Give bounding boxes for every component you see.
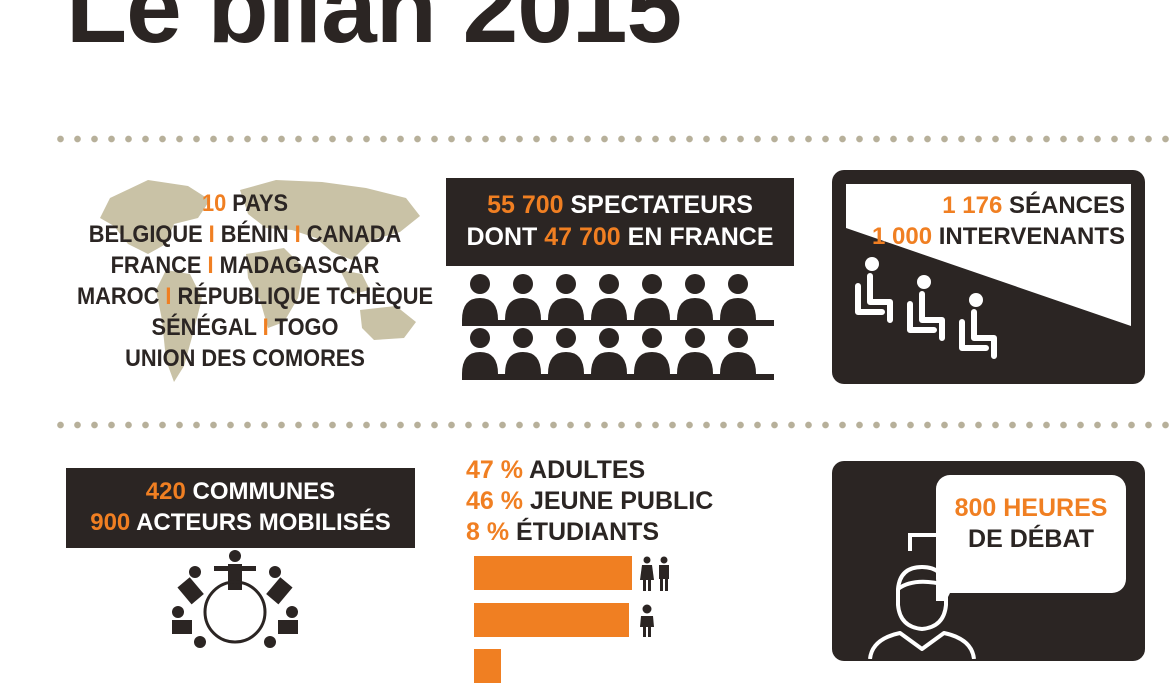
countries-row-3: MAROC I RÉPUBLIQUE TCHÈQUE [77,281,433,312]
breakdown-bars [474,556,704,683]
people-circle-icon [172,550,298,648]
spectators-text: 55 700 SPECTATEURS DONT 47 700 EN FRANCE [446,189,794,253]
country-name: MAROC [77,283,160,310]
adults-percent: 47 % [466,456,523,484]
country-name: RÉPUBLIQUE TCHÈQUE [177,283,434,310]
country-name: BÉNIN [220,221,289,248]
countries-panel: 10 PAYS BELGIQUE I BÉNIN I CANADA FRANCE… [60,170,433,395]
speech-bubble [936,475,1126,593]
spectators-line-1: 55 700 SPECTATEURS [446,189,794,221]
speaker-icon [868,565,976,659]
adults-icon [640,556,669,591]
seances-label: SÉANCES [1008,192,1125,219]
countries-count: 10 PAYS [77,188,413,219]
world-map-icon [100,180,420,382]
students-label: ÉTUDIANTS [516,518,660,546]
adults-label: ADULTES [529,456,646,484]
country-separator: I [165,283,172,310]
intervenants-line: 1 000 INTERVENANTS [872,221,1125,252]
countries-row-5: UNION DES COMORES [77,343,413,374]
students-percent: 8 % [466,518,510,546]
countries-row-4: SÉNÉGAL I TOGO [77,312,413,343]
child-icon [640,604,654,637]
country-name: MADAGASCAR [219,252,380,279]
dotted-separator-top [52,134,1170,144]
countries-count-label: PAYS [232,190,289,217]
country-name: SÉNÉGAL [151,314,257,341]
country-separator: I [262,314,269,341]
debate-panel: 800 HEURES DE DÉBAT [832,461,1145,661]
youth-label: JEUNE PUBLIC [529,487,714,515]
spectators-line-2: DONT 47 700 EN FRANCE [446,221,794,253]
page-title: Le bilan 2015 [66,0,682,64]
countries-row-1: BELGIQUE I BÉNIN I CANADA [77,219,413,250]
youth-percent: 46 % [466,487,523,515]
students-bar [474,649,501,683]
debate-number: 800 [954,494,997,522]
dotted-separator-middle [52,420,1170,430]
breakdown-row-youth: 46 % JEUNE PUBLIC [466,486,713,517]
country-name: FRANCE [110,252,202,279]
intervenants-number: 1 000 [872,223,933,250]
seated-people-icon [855,257,997,359]
country-name: BELGIQUE [88,221,203,248]
audience-icon [462,274,774,380]
debate-line-2: DE DÉBAT [968,525,1094,553]
actors-line: 900 ACTEURS MOBILISÉS [66,507,415,538]
seances-line: 1 176 SÉANCES [872,190,1125,221]
spectators-prefix: DONT [466,223,538,251]
spectators-france-number: 47 700 [544,223,621,251]
country-separator: I [207,252,214,279]
countries-row-2: FRANCE I MADAGASCAR [77,250,413,281]
country-name: TOGO [274,314,339,341]
seances-number: 1 176 [942,192,1003,219]
spectators-box: 55 700 SPECTATEURS DONT 47 700 EN FRANCE [446,178,794,266]
sessions-white-wedge [846,184,1131,326]
countries-count-number: 10 [201,190,227,217]
debate-label: HEURES [1003,494,1108,522]
sessions-panel: 1 176 SÉANCES 1 000 INTERVENANTS [832,170,1145,384]
country-name: CANADA [306,221,402,248]
breakdown-row-students: 8 % ÉTUDIANTS [466,517,713,548]
country-name: UNION DES COMORES [125,345,365,372]
communes-number: 420 [145,478,186,505]
youth-bar [474,603,629,637]
communes-line: 420 COMMUNES [66,476,415,507]
country-separator: I [294,221,301,248]
actors-label: ACTEURS MOBILISÉS [136,509,391,536]
spectators-number: 55 700 [487,191,564,219]
breakdown-row-adults: 47 % ADULTES [466,455,713,486]
intervenants-label: INTERVENANTS [938,223,1125,250]
communes-text: 420 COMMUNES 900 ACTEURS MOBILISÉS [66,476,415,538]
country-separator: I [208,221,215,248]
debate-text: 800 HEURES DE DÉBAT [936,493,1126,555]
debate-line-1: 800 HEURES [936,493,1126,524]
actors-number: 900 [90,509,131,536]
sessions-text: 1 176 SÉANCES 1 000 INTERVENANTS [872,190,1125,252]
communes-label: COMMUNES [192,478,336,505]
adults-bar [474,556,632,590]
communes-box: 420 COMMUNES 900 ACTEURS MOBILISÉS [66,468,415,548]
spectators-suffix: EN FRANCE [627,223,774,251]
countries-text: 10 PAYS BELGIQUE I BÉNIN I CANADA FRANCE… [77,188,433,374]
audience-breakdown-text: 47 % ADULTES 46 % JEUNE PUBLIC 8 % ÉTUDI… [466,455,713,548]
spectators-label: SPECTATEURS [570,191,753,219]
